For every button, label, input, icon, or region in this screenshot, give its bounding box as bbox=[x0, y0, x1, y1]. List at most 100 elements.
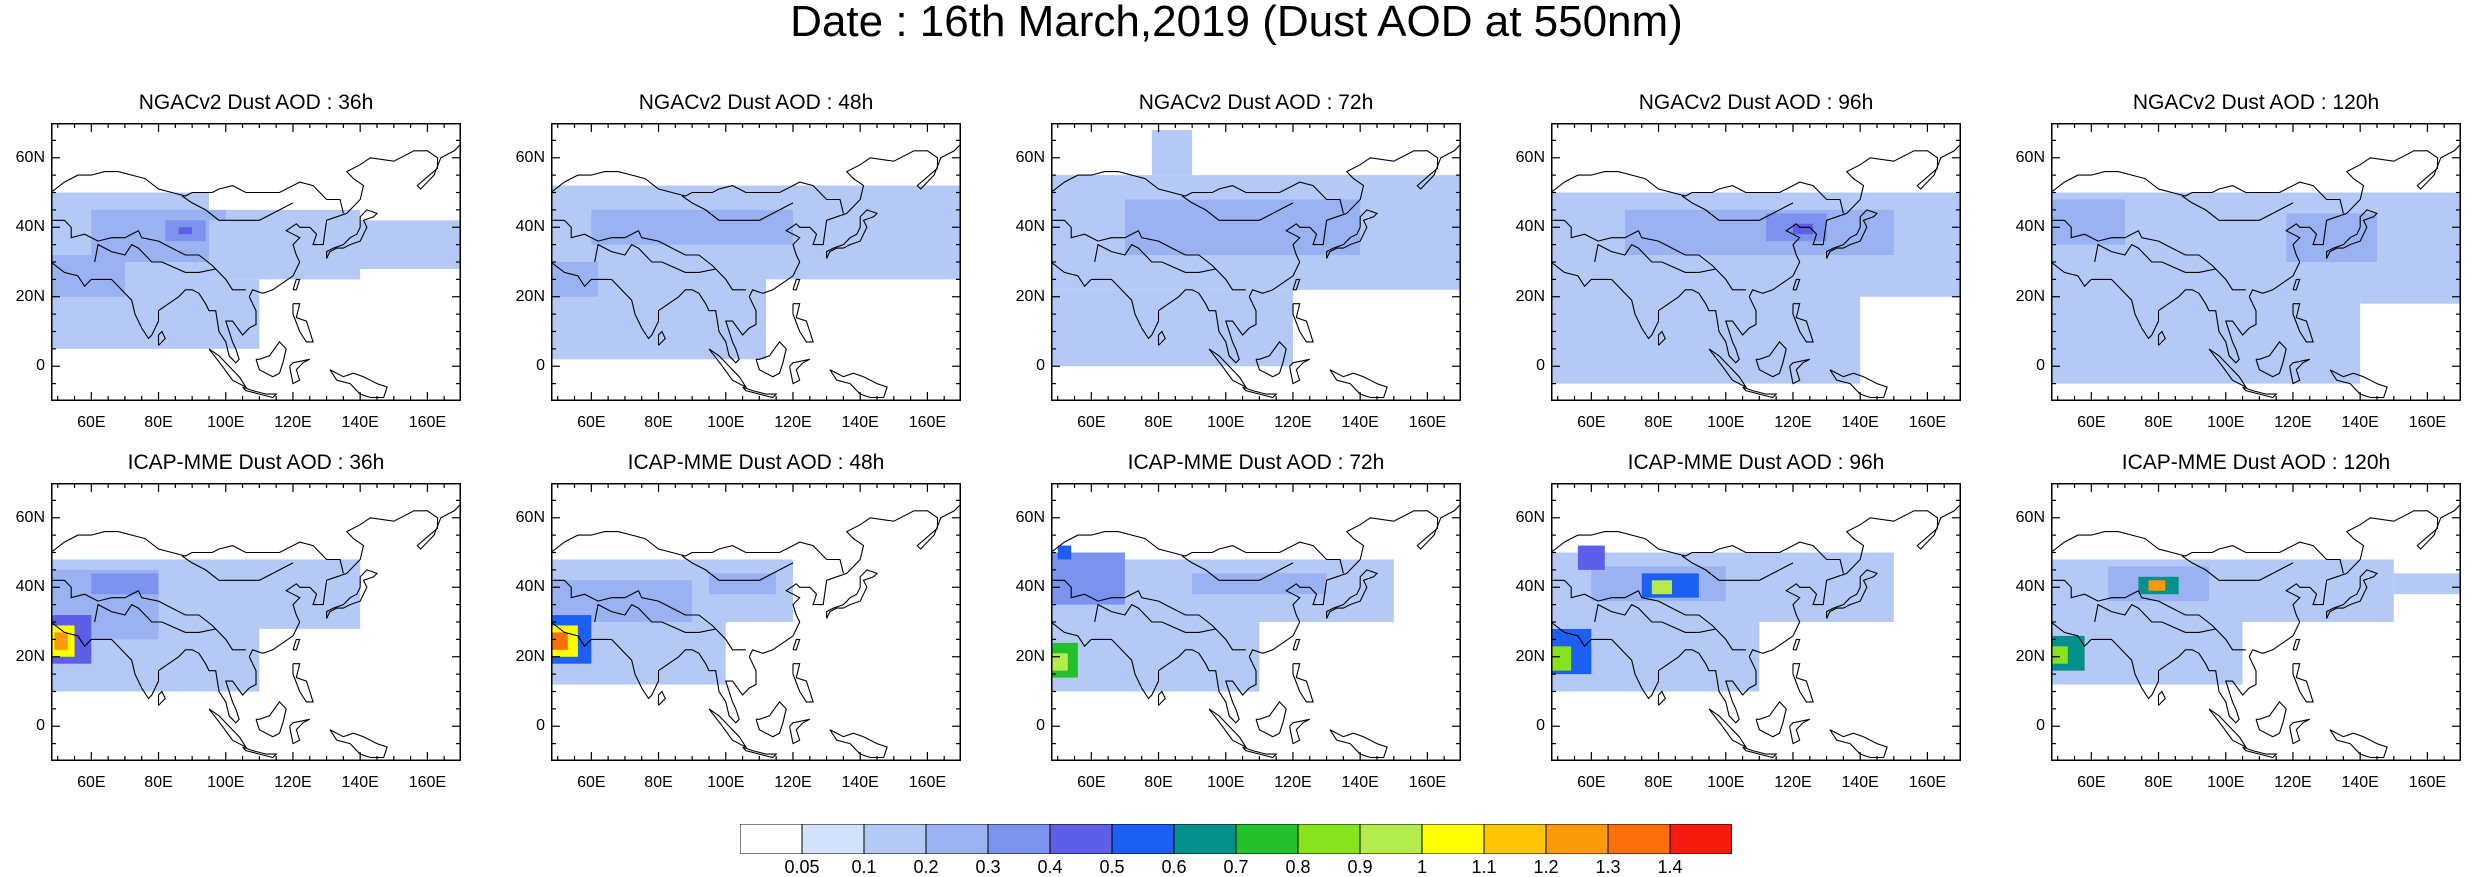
colorbar-swatch bbox=[1049, 824, 1113, 854]
ticks bbox=[2051, 483, 2461, 761]
colorbar-swatch bbox=[1111, 824, 1175, 854]
aod-field bbox=[551, 185, 961, 360]
coastline bbox=[2051, 219, 2143, 242]
lon-tick-label: 80E bbox=[1644, 774, 1673, 791]
lon-tick-label: 160E bbox=[1908, 414, 1947, 431]
lat-tick-label: 20N bbox=[1515, 287, 1545, 305]
lat-tick-label: 60N bbox=[1015, 148, 1045, 166]
coastline bbox=[94, 603, 216, 633]
map-panel bbox=[51, 483, 461, 761]
coastline bbox=[51, 531, 344, 574]
colorbar-swatch bbox=[1173, 824, 1237, 854]
coastline bbox=[1792, 638, 1801, 651]
lon-tick-label: 80E bbox=[144, 774, 173, 791]
colorbar-swatch bbox=[863, 824, 927, 854]
coastline bbox=[329, 729, 388, 759]
lon-tick-label: 160E bbox=[2408, 774, 2447, 791]
coastline bbox=[208, 348, 248, 389]
coastline bbox=[2157, 690, 2166, 706]
coastline bbox=[681, 555, 794, 581]
coastline bbox=[1051, 503, 1461, 724]
coastline bbox=[1789, 358, 1811, 385]
lat-tick-label: 40N bbox=[1515, 578, 1545, 596]
colorbar-swatch bbox=[1421, 824, 1485, 854]
coastline bbox=[2292, 303, 2314, 343]
coastline bbox=[1292, 278, 1301, 291]
coastline bbox=[2289, 718, 2311, 745]
lon-tick-label: 160E bbox=[1408, 414, 1447, 431]
coastline bbox=[1329, 729, 1388, 759]
colorbar-swatch bbox=[987, 824, 1051, 854]
coastline bbox=[1641, 597, 1746, 651]
ticks bbox=[1051, 123, 1461, 401]
coastline bbox=[829, 369, 888, 399]
aod-cell bbox=[91, 573, 159, 595]
lat-tick-label: 40N bbox=[15, 578, 45, 596]
lon-tick-label: 140E bbox=[2341, 774, 2379, 791]
coastline bbox=[641, 237, 746, 291]
map-panel bbox=[551, 483, 961, 761]
coastline bbox=[551, 531, 844, 574]
coastline bbox=[2141, 597, 2246, 651]
colorbar-label: 1.2 bbox=[1533, 857, 1559, 877]
colorbar-swatch bbox=[925, 824, 989, 854]
coastline bbox=[1792, 303, 1814, 343]
lon-tick-label: 80E bbox=[1144, 774, 1173, 791]
coastline bbox=[789, 358, 811, 385]
lon-tick-label: 160E bbox=[908, 774, 947, 791]
colorbar-swatch bbox=[1359, 824, 1423, 854]
lon-tick-label: 140E bbox=[1841, 414, 1879, 431]
aod-cell bbox=[1551, 289, 1861, 384]
coastline bbox=[1051, 579, 1143, 602]
coastline bbox=[2051, 579, 2143, 602]
coastline bbox=[1826, 569, 1879, 619]
colorbar-label: 1.4 bbox=[1657, 857, 1683, 877]
coastlines bbox=[1051, 503, 1461, 759]
coastline bbox=[181, 195, 294, 221]
aod-field bbox=[2051, 559, 2461, 685]
coastline bbox=[1681, 555, 1794, 581]
panel-title: NGACv2 Dust AOD : 36h bbox=[138, 91, 374, 114]
colorbar-swatch bbox=[1545, 824, 1609, 854]
lon-tick-label: 140E bbox=[1341, 774, 1379, 791]
coastline bbox=[2329, 369, 2388, 399]
lat-tick-label: 60N bbox=[2015, 508, 2045, 526]
coastline bbox=[1242, 386, 1278, 399]
aod-cell bbox=[665, 220, 726, 238]
coastline bbox=[2289, 358, 2311, 385]
panel-title: ICAP-MME Dust AOD : 96h bbox=[1627, 451, 1885, 474]
lat-tick-label: 20N bbox=[1515, 647, 1545, 665]
lon-tick-label: 60E bbox=[77, 774, 106, 791]
lon-tick-label: 100E bbox=[1207, 774, 1245, 791]
aod-cell bbox=[1057, 545, 1072, 560]
aod-cell bbox=[208, 220, 461, 269]
ticks bbox=[1051, 483, 1461, 761]
lon-tick-label: 140E bbox=[841, 774, 879, 791]
lat-tick-label: 20N bbox=[2015, 287, 2045, 305]
lon-tick-label: 100E bbox=[1707, 774, 1745, 791]
coastline bbox=[2329, 729, 2388, 759]
coastline bbox=[1051, 143, 1461, 364]
coastline bbox=[1657, 330, 1666, 346]
lon-tick-label: 120E bbox=[1274, 414, 1312, 431]
map-panel bbox=[1551, 483, 1961, 761]
coastline bbox=[1094, 243, 1216, 273]
coastline bbox=[1681, 195, 1794, 221]
lat-tick-label: 40N bbox=[515, 578, 545, 596]
lat-tick-label: 40N bbox=[1015, 218, 1045, 236]
coastline bbox=[242, 386, 278, 399]
coastline bbox=[1292, 638, 1301, 651]
map-panel bbox=[2051, 123, 2461, 401]
map-panel bbox=[51, 123, 461, 401]
aod-cell bbox=[178, 227, 193, 235]
coastline bbox=[157, 330, 166, 346]
coastline bbox=[2255, 701, 2287, 738]
colorbar-label: 0.5 bbox=[1099, 857, 1125, 877]
aod-field bbox=[51, 559, 361, 692]
aod-field bbox=[51, 192, 461, 349]
lat-tick-label: 20N bbox=[515, 647, 545, 665]
coastline bbox=[2181, 195, 2294, 221]
lon-tick-label: 100E bbox=[2207, 774, 2245, 791]
lat-tick-label: 0 bbox=[1536, 717, 1545, 735]
lon-tick-label: 60E bbox=[577, 414, 606, 431]
